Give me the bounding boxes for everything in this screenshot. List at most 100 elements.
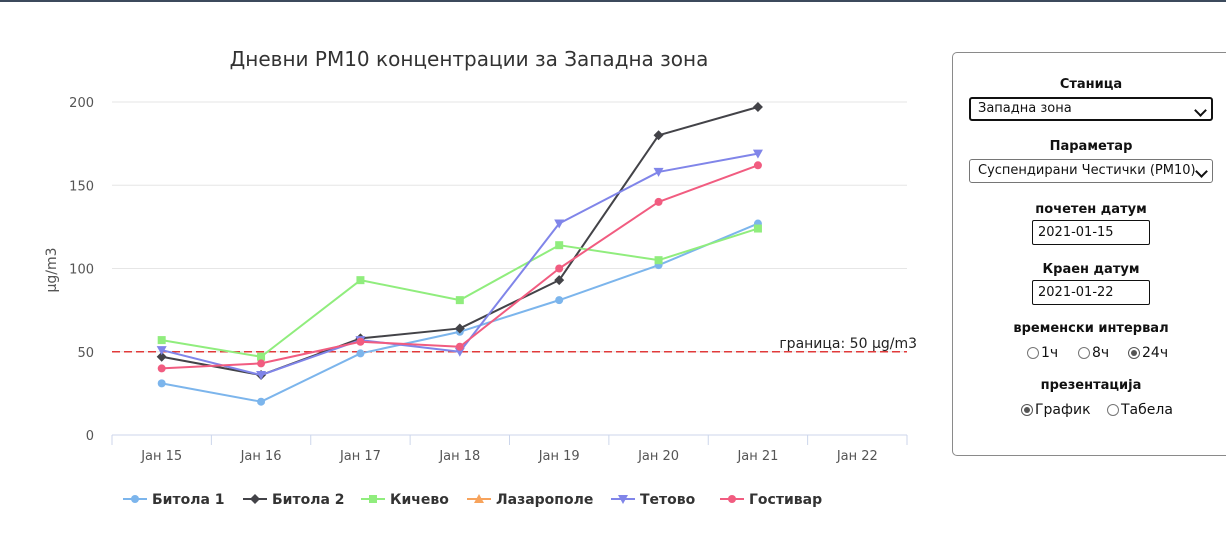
chevron-down-icon	[1195, 165, 1208, 178]
series-гостивар	[157, 161, 762, 373]
data-point	[256, 371, 267, 381]
interval-option-1h: 1ч	[1041, 345, 1059, 361]
legend-item[interactable]: Тетово	[611, 492, 696, 508]
legend-marker-icon	[728, 495, 736, 503]
series-line	[161, 227, 759, 358]
data-point	[257, 359, 266, 368]
presentation-option-table: Табела	[1121, 402, 1173, 418]
data-point	[156, 351, 167, 362]
legend-label: Гостивар	[749, 492, 822, 508]
y-tick-label: 0	[86, 429, 94, 444]
start-date-input[interactable]: 2021-01-15	[1032, 220, 1150, 245]
end-date-label: Краен датум	[1042, 262, 1140, 277]
pm10-line-chart: Дневни PM10 концентрации за Западна зона…	[44, 47, 917, 508]
legend-label: Кичево	[390, 492, 449, 508]
x-tick-label: Јан 20	[637, 449, 679, 464]
radio-circle	[1027, 347, 1039, 359]
x-tick-label: Јан 15	[140, 449, 182, 464]
radio-circle-selected	[1128, 347, 1140, 359]
x-tick-label: Јан 17	[339, 449, 381, 464]
data-point	[555, 264, 564, 273]
data-point	[157, 336, 166, 345]
legend-item[interactable]: Кичево	[361, 492, 449, 508]
data-point	[157, 364, 166, 373]
x-tick-label: Јан 16	[240, 449, 282, 464]
interval-option-24h: 24ч	[1142, 345, 1169, 361]
x-tick-label: Јан 18	[438, 449, 480, 464]
top-border	[0, 0, 1226, 2]
interval-radio-1h[interactable]: 1ч	[1027, 345, 1058, 361]
x-tick-label: Јан 22	[836, 449, 878, 464]
station-label: Станица	[1059, 77, 1123, 92]
legend-marker-icon	[250, 494, 260, 504]
station-select-value: Западна зона	[978, 101, 1072, 116]
interval-option-8h: 8ч	[1092, 345, 1110, 361]
data-point	[654, 256, 663, 265]
legend-label: Битола 1	[152, 492, 225, 508]
chart-title: Дневни PM10 концентрации за Западна зона	[230, 47, 709, 71]
series-line	[161, 152, 759, 377]
interval-radio-8h[interactable]: 8ч	[1078, 345, 1109, 361]
chevron-down-icon	[1194, 104, 1207, 117]
data-point	[257, 352, 266, 361]
data-point	[753, 161, 762, 170]
series-line	[161, 222, 759, 403]
presentation-radio-table[interactable]: Табела	[1107, 402, 1173, 418]
data-point	[454, 323, 465, 334]
series-line	[161, 164, 759, 370]
legend-item[interactable]: Лазарополе	[467, 492, 593, 508]
data-point	[356, 337, 365, 346]
parameter-select-value: Суспендирани Честички (PM10)	[978, 163, 1196, 178]
y-tick-label: 150	[69, 179, 94, 194]
legend-item[interactable]: Гостивар	[720, 492, 822, 508]
series-битола-2	[156, 101, 763, 381]
presentation-option-chart: График	[1035, 402, 1091, 418]
data-point	[752, 101, 763, 112]
legend-item[interactable]: Битола 1	[123, 492, 225, 508]
data-point	[753, 224, 762, 233]
radio-circle-selected	[1021, 404, 1033, 416]
interval-label: временски интервал	[1013, 321, 1169, 336]
interval-radio-24h[interactable]: 24ч	[1128, 345, 1168, 361]
presentation-label: презентација	[1040, 378, 1142, 393]
start-date-label: почетен датум	[1035, 202, 1147, 217]
parameter-select[interactable]: Суспендирани Честички (PM10)	[969, 159, 1213, 183]
y-tick-label: 200	[69, 96, 94, 111]
data-point	[752, 149, 763, 159]
x-tick-label: Јан 19	[538, 449, 580, 464]
y-tick-label: 100	[69, 263, 94, 278]
radio-circle	[1107, 404, 1119, 416]
data-point	[257, 397, 266, 406]
legend-marker-icon	[131, 495, 139, 503]
legend-label: Тетово	[640, 492, 696, 508]
data-point	[554, 275, 565, 286]
data-point	[653, 130, 664, 141]
legend-item[interactable]: Битола 2	[243, 492, 345, 508]
legend-marker-icon	[474, 494, 484, 503]
data-point	[156, 346, 167, 356]
filter-panel: Станица Западна зона Параметар Суспендир…	[952, 52, 1226, 456]
y-tick-label: 50	[77, 346, 94, 361]
parameter-label: Параметар	[1049, 139, 1133, 154]
y-axis-label: µg/m3	[44, 247, 60, 292]
series-кичево	[157, 224, 762, 361]
legend-label: Лазарополе	[496, 492, 593, 508]
data-point	[455, 342, 464, 351]
data-point	[554, 219, 565, 229]
data-point	[157, 379, 166, 388]
data-point	[555, 296, 564, 305]
legend-marker-icon	[618, 495, 628, 504]
data-point	[653, 167, 664, 177]
legend-marker-icon	[369, 495, 377, 503]
series-битола-1	[157, 219, 762, 406]
data-point	[555, 241, 564, 250]
data-point	[654, 197, 663, 206]
data-point	[356, 276, 365, 285]
station-select[interactable]: Западна зона	[969, 97, 1213, 121]
threshold-label: граница: 50 µg/m3	[779, 336, 917, 352]
legend-label: Битола 2	[272, 492, 345, 508]
radio-circle	[1078, 347, 1090, 359]
x-tick-label: Јан 21	[736, 449, 778, 464]
presentation-radio-chart[interactable]: График	[1021, 402, 1091, 418]
end-date-input[interactable]: 2021-01-22	[1032, 280, 1150, 305]
